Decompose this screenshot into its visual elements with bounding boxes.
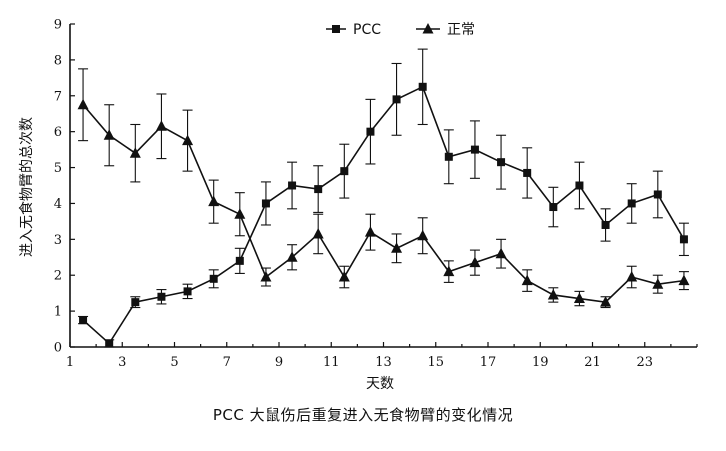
data-point-pcc bbox=[549, 203, 558, 212]
data-point-pcc bbox=[105, 339, 114, 348]
y-axis-title: 进入无食物臂的总次数 bbox=[18, 117, 35, 257]
data-point-normal bbox=[103, 129, 115, 140]
data-point-normal bbox=[626, 271, 638, 282]
x-tick-label: 9 bbox=[275, 355, 283, 370]
data-point-pcc bbox=[157, 292, 166, 301]
legend-label-pcc: PCC bbox=[353, 22, 381, 38]
x-tick-label: 23 bbox=[636, 355, 653, 370]
data-point-pcc bbox=[497, 158, 506, 167]
data-point-pcc bbox=[418, 82, 427, 91]
series-layer bbox=[77, 48, 690, 348]
data-point-normal bbox=[208, 195, 220, 207]
data-point-pcc bbox=[366, 127, 375, 136]
data-point-pcc bbox=[131, 298, 140, 307]
data-point-normal bbox=[77, 98, 89, 110]
data-point-pcc bbox=[523, 168, 532, 177]
data-point-pcc bbox=[314, 185, 323, 194]
x-tick-label: 13 bbox=[375, 355, 392, 370]
x-tick-label: 1 bbox=[66, 355, 74, 370]
data-point-pcc bbox=[340, 167, 349, 176]
data-point-pcc bbox=[235, 256, 244, 265]
x-tick-label: 15 bbox=[427, 355, 444, 370]
data-point-pcc bbox=[444, 152, 453, 161]
y-tick-label: 8 bbox=[54, 53, 62, 68]
x-tick-label: 17 bbox=[480, 355, 497, 370]
x-tick-label: 19 bbox=[532, 355, 549, 370]
data-point-normal bbox=[600, 296, 612, 307]
data-point-pcc bbox=[470, 145, 479, 154]
data-point-normal bbox=[443, 265, 455, 277]
data-point-pcc bbox=[288, 181, 297, 190]
x-tick-label: 5 bbox=[170, 355, 178, 370]
x-tick-label: 3 bbox=[118, 355, 126, 370]
data-point-normal bbox=[495, 247, 507, 259]
data-point-normal bbox=[547, 288, 559, 300]
data-point-normal bbox=[469, 256, 481, 268]
data-point-pcc bbox=[261, 199, 270, 208]
data-point-normal bbox=[234, 208, 246, 219]
legend: PCC 正常 bbox=[326, 22, 475, 38]
x-tick-label: 11 bbox=[323, 355, 340, 370]
data-point-pcc bbox=[653, 190, 662, 199]
x-axis-title: 天数 bbox=[366, 376, 394, 392]
legend-square-marker bbox=[332, 25, 340, 33]
data-point-pcc bbox=[575, 181, 584, 190]
y-tick-label: 5 bbox=[54, 161, 62, 176]
data-point-normal bbox=[521, 274, 533, 286]
data-point-pcc bbox=[679, 235, 688, 244]
data-point-normal bbox=[312, 227, 324, 239]
data-point-pcc bbox=[183, 287, 192, 296]
data-point-normal bbox=[129, 147, 141, 158]
data-point-normal bbox=[338, 271, 350, 282]
y-tick-label: 3 bbox=[54, 233, 62, 248]
x-tick-label: 7 bbox=[223, 355, 231, 370]
legend-triangle-marker bbox=[422, 23, 434, 34]
y-tick-label: 1 bbox=[54, 305, 62, 320]
data-point-pcc bbox=[79, 316, 88, 325]
data-point-normal bbox=[391, 242, 403, 253]
data-point-pcc bbox=[627, 199, 636, 208]
data-point-pcc bbox=[392, 95, 401, 104]
data-point-normal bbox=[573, 292, 585, 304]
figure-caption: PCC 大鼠伤后重复进入无食物臂的变化情况 bbox=[212, 406, 514, 424]
y-tick-label: 9 bbox=[54, 18, 62, 33]
data-point-normal bbox=[182, 134, 194, 146]
y-tick-label: 4 bbox=[54, 197, 62, 212]
data-point-normal bbox=[678, 274, 690, 286]
series-line-pcc bbox=[82, 85, 685, 345]
y-tick-label: 0 bbox=[54, 341, 62, 356]
data-point-normal bbox=[652, 278, 664, 289]
data-point-normal bbox=[286, 251, 298, 262]
y-tick-label: 6 bbox=[54, 125, 62, 140]
x-tick-label: 21 bbox=[584, 355, 601, 370]
data-point-normal bbox=[417, 229, 429, 241]
data-point-normal bbox=[260, 271, 272, 282]
data-point-normal bbox=[364, 226, 376, 237]
series-line-normal bbox=[82, 104, 685, 303]
data-point-pcc bbox=[209, 274, 218, 283]
y-tick-label: 7 bbox=[54, 89, 62, 104]
y-tick-label: 2 bbox=[54, 269, 62, 284]
legend-label-normal: 正常 bbox=[447, 22, 475, 38]
data-point-normal bbox=[155, 120, 167, 131]
data-point-pcc bbox=[601, 220, 610, 229]
